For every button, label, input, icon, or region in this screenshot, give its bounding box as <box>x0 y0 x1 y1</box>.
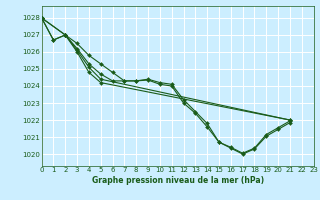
X-axis label: Graphe pression niveau de la mer (hPa): Graphe pression niveau de la mer (hPa) <box>92 176 264 185</box>
